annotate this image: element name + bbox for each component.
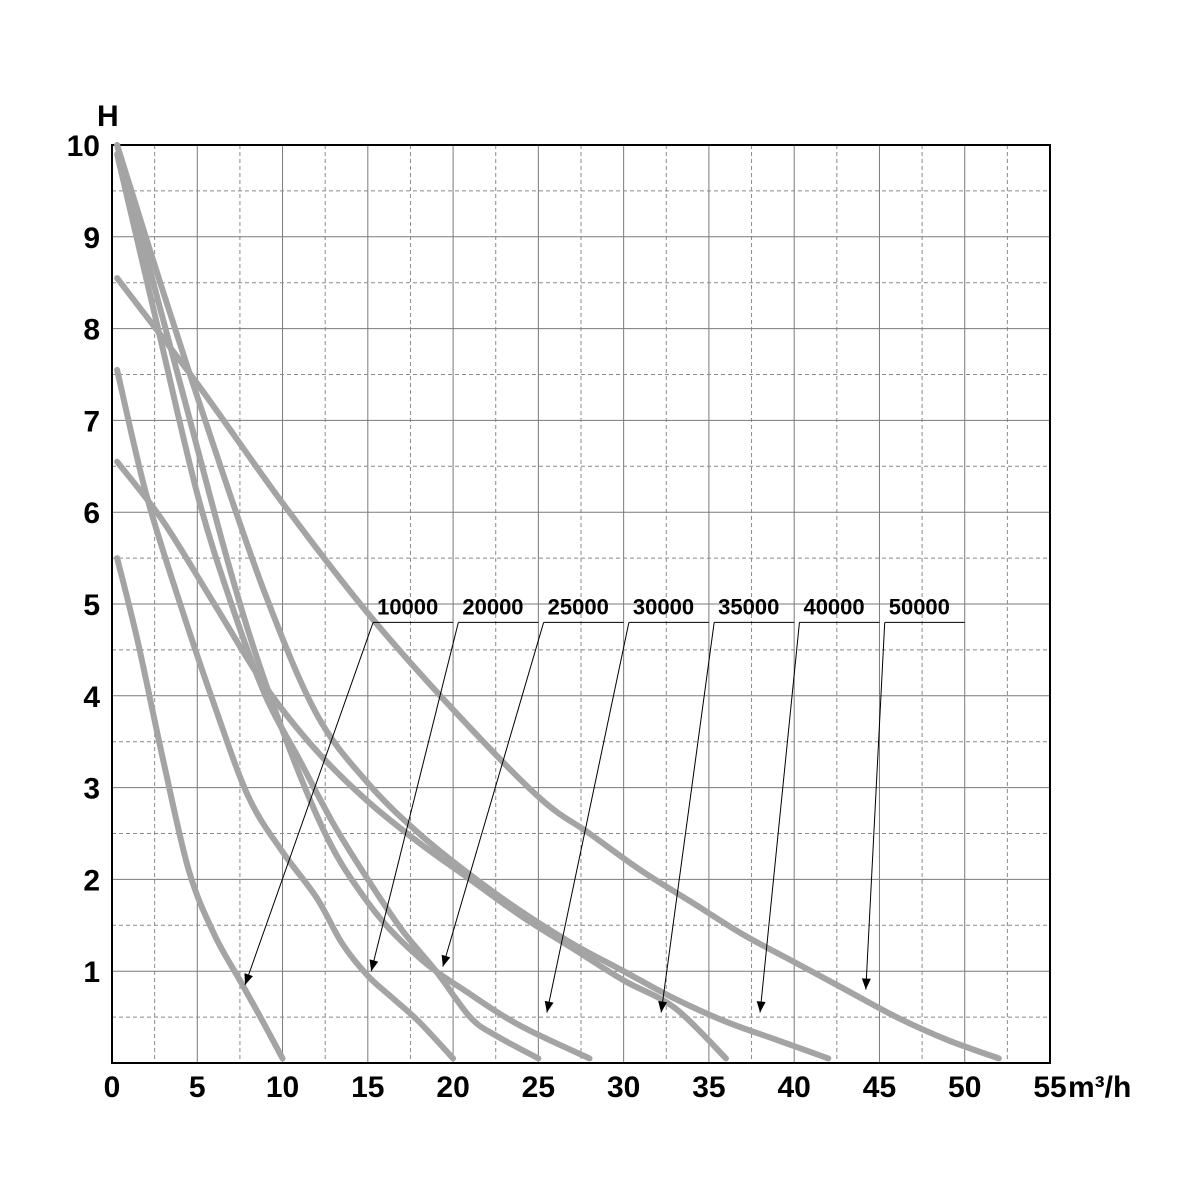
- series-label-20000: 20000: [462, 594, 523, 619]
- leader-line-50000: [865, 622, 886, 990]
- curve-20000: [114, 366, 457, 1062]
- y-tick-label: 5: [83, 589, 100, 622]
- leader-line-40000: [759, 622, 800, 1013]
- series-label-35000: 35000: [718, 594, 779, 619]
- x-axis-title: m³/h: [1068, 1071, 1131, 1104]
- curves: [114, 142, 1002, 1062]
- y-tick-label: 8: [83, 314, 100, 347]
- curve-10000: [114, 555, 286, 1062]
- leader-line-20000: [370, 622, 459, 972]
- y-tick-label: 7: [83, 405, 100, 438]
- leader-arrowhead: [861, 978, 871, 990]
- y-tick-label: 9: [83, 222, 100, 255]
- x-tick-label: 20: [436, 1071, 469, 1104]
- curve-40000: [114, 142, 832, 1062]
- x-tick-label: 40: [777, 1071, 810, 1104]
- curve-35000: [114, 458, 729, 1062]
- x-tick-label: 10: [266, 1071, 299, 1104]
- x-tick-label: 35: [692, 1071, 725, 1104]
- leader-arrowhead: [756, 1001, 766, 1013]
- series-label-25000: 25000: [548, 594, 609, 619]
- series-label-30000: 30000: [633, 594, 694, 619]
- leader-line-10000: [244, 622, 374, 986]
- y-tick-labels: 1 2 3 4 5 6 7 8 9 10: [67, 130, 101, 989]
- series-label-40000: 40000: [803, 594, 864, 619]
- leader-arrowhead: [244, 973, 253, 985]
- curve-25000: [114, 151, 542, 1062]
- y-tick-label: 2: [83, 864, 100, 897]
- y-tick-label: 4: [83, 681, 100, 714]
- x-tick-label: 30: [607, 1071, 640, 1104]
- x-tick-label: 0: [104, 1071, 121, 1104]
- y-tick-label: 1: [83, 956, 100, 989]
- x-tick-label: 50: [948, 1071, 981, 1104]
- leader-line-30000: [546, 622, 630, 1013]
- x-tick-label: 25: [522, 1071, 555, 1104]
- y-axis-title: H: [97, 100, 119, 133]
- x-tick-label: 15: [351, 1071, 384, 1104]
- leader-arrowhead: [544, 1000, 554, 1013]
- series-label-50000: 50000: [889, 594, 950, 619]
- leader-arrowhead: [658, 1001, 668, 1013]
- y-tick-label: 6: [83, 497, 100, 530]
- y-tick-label: 3: [83, 773, 100, 806]
- leader-arrowhead: [369, 959, 379, 972]
- curve-50000: [114, 275, 1002, 1062]
- leader-lines: 10000 20000 25000 30000 35000 40000 50000: [244, 594, 965, 1013]
- leader-arrowhead: [441, 954, 451, 967]
- plot-frame: [111, 144, 1051, 1064]
- x-tick-label: 55: [1033, 1071, 1066, 1104]
- series-label-10000: 10000: [377, 594, 438, 619]
- x-tick-label: 5: [189, 1071, 206, 1104]
- grid: [112, 145, 1050, 1063]
- y-tick-label: 10: [67, 130, 100, 163]
- leader-line-35000: [660, 622, 715, 1013]
- x-tick-label: 45: [863, 1071, 896, 1104]
- curve-30000: [114, 142, 593, 1062]
- x-tick-labels: 0 5 10 15 20 25 30 35 40 45 50 55: [104, 1071, 1067, 1104]
- leader-line-25000: [442, 622, 545, 967]
